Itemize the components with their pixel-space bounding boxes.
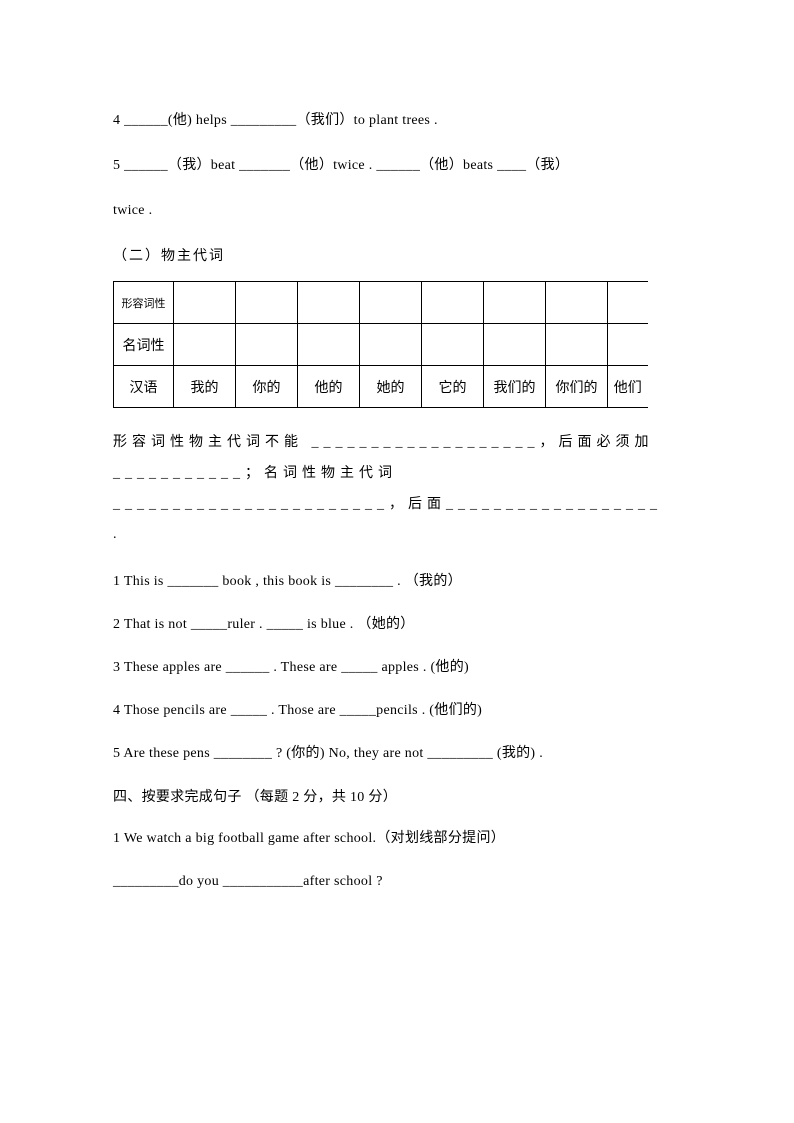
table-row: 名词性: [114, 324, 648, 366]
table-cell: [608, 282, 648, 324]
pronoun-table: 形容词性 名词性 汉语 我的 你的 他的 她的 它的: [113, 281, 648, 408]
table-cell: [298, 324, 360, 366]
table-cell: [422, 282, 484, 324]
table-row: 形容词性: [114, 282, 648, 324]
table-cell: 他的: [298, 366, 360, 408]
exercise-4: 4 Those pencils are _____ . Those are __…: [113, 700, 794, 721]
table-cell: [174, 324, 236, 366]
s4-question-1b: _________do you ___________after school …: [113, 871, 794, 892]
table-cell: 他们: [608, 366, 648, 408]
row2-label: 名词性: [114, 324, 174, 366]
table-cell: [422, 324, 484, 366]
table-cell: [546, 282, 608, 324]
table-cell: [298, 282, 360, 324]
table-cell: [546, 324, 608, 366]
question-5-line2: twice .: [113, 200, 794, 221]
row1-label: 形容词性: [114, 282, 174, 324]
table-cell: 她的: [360, 366, 422, 408]
grammar-rule: 形容词性物主代词不能 ___________________，后面必须加____…: [113, 428, 673, 551]
table-cell: [360, 324, 422, 366]
question-5-line1: 5 ______（我）beat _______（他）twice . ______…: [113, 155, 794, 176]
table-cell: 你们的: [546, 366, 608, 408]
table-cell: [236, 324, 298, 366]
table-cell: [236, 282, 298, 324]
table-cell: [174, 282, 236, 324]
table-cell: [484, 324, 546, 366]
question-4: 4 ______(他) helps _________（我们）to plant …: [113, 110, 794, 131]
table-cell: 你的: [236, 366, 298, 408]
row3-label: 汉语: [114, 366, 174, 408]
table-cell: [360, 282, 422, 324]
section-4-heading: 四、按要求完成句子 （每题 2 分，共 10 分）: [113, 786, 794, 806]
exercise-1: 1 This is _______ book , this book is __…: [113, 571, 794, 592]
table-cell: 它的: [422, 366, 484, 408]
exercise-2: 2 That is not _____ruler . _____ is blue…: [113, 614, 794, 635]
exercise-5: 5 Are these pens ________ ? (你的) No, the…: [113, 743, 794, 764]
table-cell: 我们的: [484, 366, 546, 408]
section-2-heading: （二）物主代词: [113, 245, 794, 265]
s4-question-1: 1 We watch a big football game after sch…: [113, 828, 794, 849]
table-cell: [608, 324, 648, 366]
table-row: 汉语 我的 你的 他的 她的 它的 我们的 你们的 他们: [114, 366, 648, 408]
table-cell: [484, 282, 546, 324]
table-cell: 我的: [174, 366, 236, 408]
exercise-3: 3 These apples are ______ . These are __…: [113, 657, 794, 678]
